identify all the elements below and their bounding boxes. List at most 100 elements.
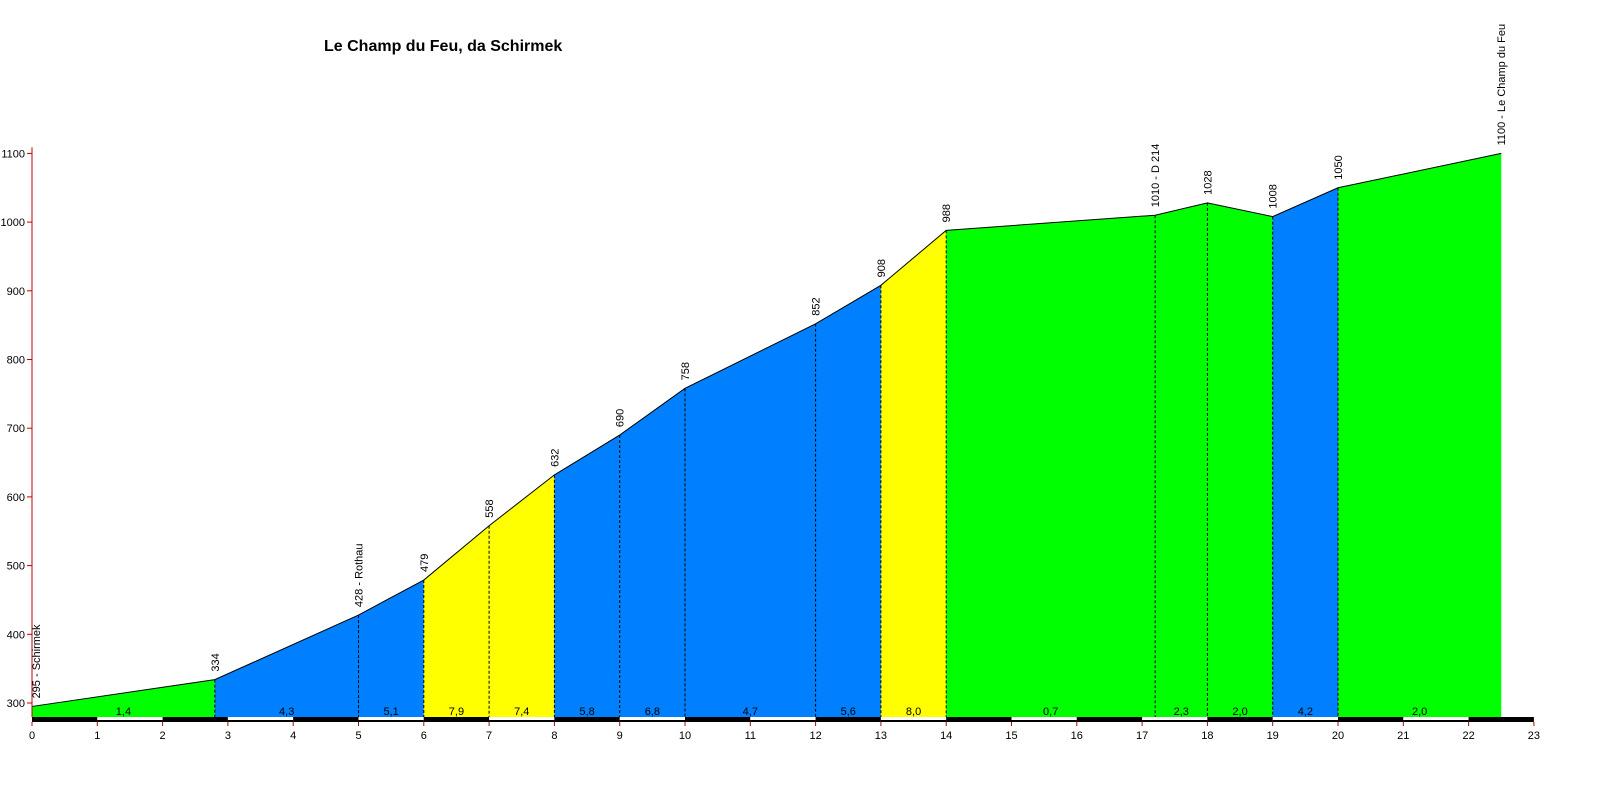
scale-bar-segment [358,717,424,720]
x-tick-label: 4 [290,730,296,742]
segment-area-14 [1272,187,1338,717]
x-tick-label: 12 [809,730,821,742]
scale-bar-segment [293,717,359,722]
x-tick-label: 19 [1267,730,1279,742]
segment-area-12 [1155,202,1208,717]
segment-area-11 [946,215,1156,718]
altitude-label: 1050 [1333,155,1345,179]
y-axis: 300 400 500 600 700 800 900 1000 1100 [1,147,33,717]
segment-area-2 [214,615,359,717]
x-tick-label: 13 [875,730,887,742]
altitude-label: 988 [941,204,953,222]
segment-area-9 [815,285,881,717]
x-tick-label: 0 [29,730,35,742]
profile-outline [31,152,1502,707]
segment-area-4 [423,525,490,717]
y-tick-label: 300 [7,698,25,710]
x-tick-label: 1 [94,730,100,742]
segment-area-1 [32,679,215,717]
x-tick-label: 21 [1397,730,1409,742]
y-tick-label: 500 [7,561,25,573]
segment-area-15 [1338,153,1502,717]
scale-bar-segment [423,717,490,722]
x-tick-label: 10 [679,730,691,742]
gradient-areas [32,153,1502,718]
segment-dividers [214,187,1339,717]
scale-bar-segment [1207,717,1273,722]
altitude-label: 1028 [1202,170,1214,194]
gradient-label: 5,6 [841,706,856,718]
y-tick-label: 1000 [1,217,25,229]
segment-area-7 [619,388,685,717]
scale-bar-segment [1076,717,1143,722]
x-tick-label: 20 [1332,730,1344,742]
scale-bar-segment [32,717,98,722]
segment-area-6 [554,435,620,717]
x-tick-label: 2 [160,730,166,742]
x-tick-label: 18 [1201,730,1213,742]
y-tick-label: 700 [7,423,25,435]
gradient-label: 1,4 [116,706,131,718]
x-tick-label: 9 [617,730,623,742]
profile-line [31,152,1502,707]
scale-bar-segment [97,717,163,720]
scale-bar-segment [685,717,751,722]
segment-area-13 [1207,202,1273,717]
x-tick-label: 14 [940,730,952,742]
gradient-label: 8,0 [906,706,921,718]
x-tick-label: 11 [745,730,756,742]
gradient-label: 7,4 [514,706,529,718]
scale-bar-segment [1468,717,1534,722]
x-tick-label: 17 [1136,730,1148,742]
x-tick-label: 16 [1071,730,1083,742]
gradient-label: 2,3 [1174,706,1189,718]
scale-bar-segment [1142,717,1208,720]
gradient-label: 2,0 [1232,706,1247,718]
gradient-label: 4,7 [743,706,758,718]
scale-bar-segment [162,717,228,722]
y-tick-label: 600 [7,492,25,504]
scale-bar-segment [227,717,294,720]
gradient-labels: 1,4 4,3 5,1 7,9 7,4 5,8 6,8 4,7 5,6 8,0 0,7 2,3 2,0 4… [116,706,1428,718]
scale-bar-segment [750,717,816,720]
scale-bar-segment [1403,717,1469,720]
scale-bar-segment [489,717,555,720]
x-axis: 0 1 2 3 4 5 6 7 8 9 10 11 12 13 14 15 16 17 18 19 20 21 22 23 [29,722,1540,742]
x-tick-label: 7 [486,730,492,742]
scale-bar-segment [619,717,685,720]
gradient-label: 4,2 [1298,706,1313,718]
segment-area-5 [489,474,555,717]
segment-area-10 [880,230,947,717]
x-tick-label: 3 [225,730,231,742]
altitude-label: 558 [484,499,496,517]
y-tick-label: 400 [7,629,25,641]
segment-area-3 [358,580,424,717]
y-tick-label: 1100 [1,148,25,160]
altitude-label: 1008 [1268,184,1280,208]
scale-bar-segment [815,717,881,722]
altitude-label: 690 [615,409,627,427]
segment-area-8 [685,323,816,717]
y-tick-label: 900 [7,286,25,298]
distance-scale-bar [32,717,1534,722]
x-tick-label: 23 [1528,730,1540,742]
gradient-label: 2,0 [1412,706,1427,718]
altitude-label: 428 - Rothau [354,543,366,607]
altitude-label: 1010 - D 214 [1150,144,1162,208]
gradient-label: 5,1 [384,706,399,718]
gradient-label: 4,3 [279,706,294,718]
x-tick-label: 22 [1462,730,1474,742]
x-tick-label: 8 [551,730,557,742]
x-tick-label: 5 [355,730,361,742]
scale-bar-segment [1338,717,1404,722]
chart-title: Le Champ du Feu, da Schirmek [324,38,563,55]
altitude-label: 334 [210,653,222,671]
altitude-label: 295 - Schirmek [31,624,43,698]
scale-bar-segment [1272,717,1338,720]
altitude-label: 632 [549,449,561,467]
x-tick-label: 15 [1005,730,1017,742]
gradient-label: 0,7 [1043,706,1058,718]
gradient-label: 5,8 [579,706,594,718]
gradient-label: 6,8 [645,706,660,718]
altitude-label: 1100 - Le Champ du Feu [1496,24,1508,145]
